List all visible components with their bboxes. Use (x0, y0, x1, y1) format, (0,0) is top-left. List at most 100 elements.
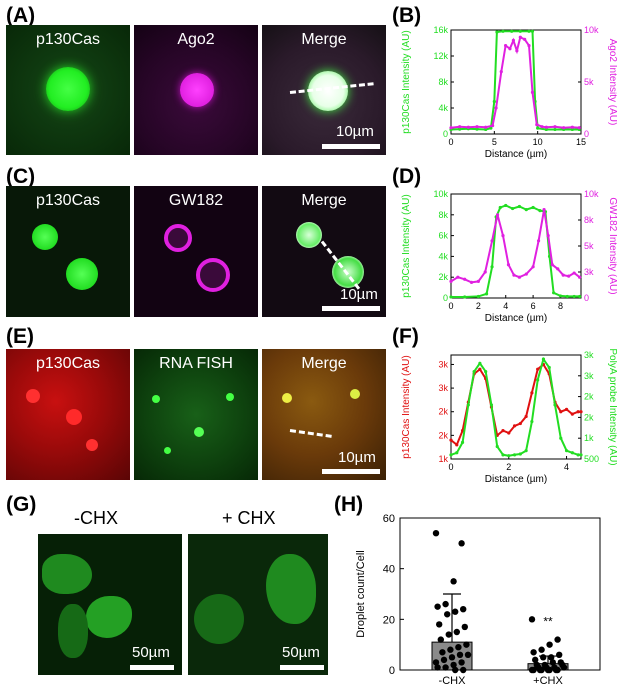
y-tick-label-left: 0 (443, 293, 448, 303)
y-tick-label-left: 1k (438, 454, 448, 464)
x-tick-label: 8 (558, 301, 563, 311)
data-point (440, 656, 448, 664)
series-point-green (570, 127, 574, 132)
series-point-green (490, 265, 494, 269)
scale-bar (280, 665, 324, 670)
x-tick-label: 6 (531, 301, 536, 311)
droplet (32, 224, 58, 250)
series-point-green (501, 453, 505, 457)
series-point-green (576, 453, 580, 457)
y-tick-label-right: 2k (584, 412, 594, 422)
data-point (460, 666, 467, 674)
data-point (460, 606, 467, 613)
red-puncta (86, 439, 98, 451)
channel-label: p130Cas (35, 192, 101, 209)
y-tick-label-left: 10k (433, 189, 448, 199)
red-puncta (66, 409, 82, 425)
y-tick-label-left: 6k (438, 231, 448, 241)
series-point-magenta (570, 125, 574, 129)
series-point-magenta (512, 273, 516, 277)
significance-annotation: ** (543, 615, 553, 629)
chart-h: 0 20 40 60 Droplet count/Cell -CHX +CHX ** (355, 513, 601, 685)
y-tick-label-right: 5k (584, 77, 594, 87)
series-point-green (475, 127, 479, 131)
series-point-red (530, 391, 534, 395)
y-tick-label: 60 (383, 513, 395, 525)
ring-droplet (196, 258, 230, 292)
series-point-green (524, 208, 528, 212)
cell (58, 604, 88, 658)
y-tick-label: 0 (389, 665, 395, 677)
series-point-magenta (577, 126, 581, 130)
y-tick-label-left: 16k (433, 25, 448, 35)
cell (266, 554, 316, 624)
y-tick-label-left: 8k (438, 77, 448, 87)
series-point-red (518, 421, 522, 426)
series-point-green (484, 370, 488, 374)
channel-label: Merge (301, 355, 347, 372)
series-point-green (495, 444, 499, 449)
cell (86, 596, 132, 638)
y-tick-label-left: 3k (438, 359, 448, 369)
series-point-red (512, 424, 517, 428)
series-point-green (484, 127, 488, 132)
data-point (554, 666, 561, 674)
series-point-magenta (535, 123, 539, 127)
y-tick-label-right: 0 (584, 293, 589, 303)
scale-bar-label: 50µm (282, 644, 320, 661)
series-point-red (455, 443, 459, 447)
y-tick-label-right: 10k (584, 25, 599, 35)
series-point-magenta (523, 37, 527, 41)
series-line-magenta (450, 209, 581, 284)
series-point-red (579, 410, 583, 414)
series-point-magenta (518, 35, 522, 39)
data-point (532, 656, 539, 664)
series-point-magenta (530, 90, 535, 94)
panel-letter-h: (H) (334, 493, 364, 516)
channel-label: p130Cas (35, 355, 101, 372)
data-point (530, 666, 537, 674)
series-point-green (501, 29, 505, 33)
data-point (439, 649, 446, 656)
data-point (463, 641, 470, 648)
series-point-red (524, 414, 528, 419)
data-point (455, 644, 462, 651)
x-tick-label: -CHX (439, 675, 467, 685)
scale-bar (322, 469, 380, 474)
series-point-red (559, 410, 563, 414)
series-point-green (565, 294, 569, 299)
scale-bar (322, 306, 380, 311)
x-tick-label: 4 (503, 301, 508, 311)
green-puncta (164, 447, 171, 454)
channel-label: p130Cas (35, 31, 101, 48)
series-point-green (558, 294, 563, 298)
y-axis-label: Droplet count/Cell (355, 550, 367, 637)
series-point-green (507, 454, 511, 458)
data-point (434, 664, 441, 671)
series-point-magenta (542, 208, 546, 212)
y-tick-label: 20 (383, 614, 395, 626)
yellow-puncta (350, 389, 360, 399)
plot-frame (450, 354, 582, 460)
series-point-green (544, 127, 548, 132)
series-point-green (518, 452, 522, 456)
data-point (461, 623, 468, 631)
series-point-red (507, 431, 511, 435)
scale-bar (322, 144, 380, 149)
channel-label: Ago2 (177, 31, 215, 48)
y-tick-label-right: 0 (584, 129, 589, 139)
x-tick-label: 5 (492, 137, 497, 147)
droplet (296, 222, 322, 248)
panel-letter-c: (C) (6, 165, 36, 188)
series-point-magenta (469, 280, 474, 284)
y-tick-label-left: 4k (438, 103, 448, 113)
droplet (332, 256, 364, 288)
series-point-magenta (524, 272, 528, 276)
x-tick-label: 0 (448, 137, 453, 147)
micrograph-e-p130cas: p130Cas (6, 349, 130, 480)
series-point-green (455, 451, 459, 455)
series-point-magenta (578, 275, 582, 279)
data-point (447, 646, 454, 653)
series-point-green (492, 99, 496, 104)
series-point-magenta (546, 234, 550, 238)
